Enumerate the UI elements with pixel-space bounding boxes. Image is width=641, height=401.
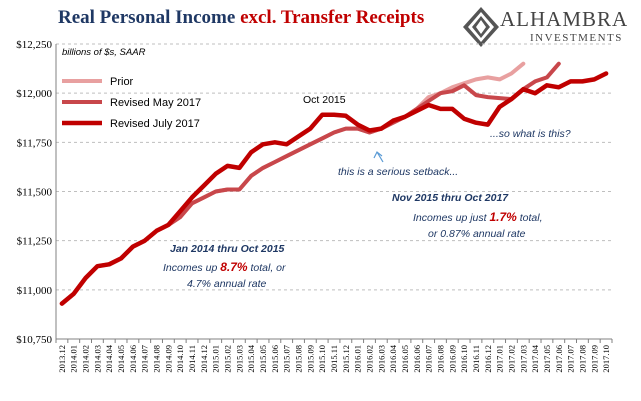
x-tick-label: 2017.05 — [542, 345, 552, 373]
units-label: billions of $s, SAAR — [62, 47, 146, 58]
x-tick-label: 2016.07 — [424, 345, 434, 373]
x-tick-label: 2015.10 — [317, 345, 327, 373]
x-tick-label: 2014.05 — [116, 345, 126, 373]
x-tick-label: 2017.09 — [589, 345, 599, 373]
title-part-1: Real Personal Income — [58, 7, 241, 28]
annotation-nov-line1: Incomes up just 1.7% total, — [413, 210, 543, 224]
x-tick-label: 2016.05 — [400, 345, 410, 373]
x-tick-label: 2016.06 — [412, 345, 422, 373]
annotation-jan-line2: 4.7% annual rate — [187, 278, 267, 290]
x-tick-label: 2016.02 — [364, 345, 374, 373]
y-tick-label: $12,250 — [16, 39, 52, 51]
x-tick-label: 2016.09 — [447, 345, 457, 373]
x-tick-label: 2015.06 — [270, 345, 280, 373]
annotation-setback: this is a serious setback... — [338, 166, 458, 178]
x-tick-label: 2016.08 — [435, 345, 445, 373]
x-tick-label: 2017.08 — [577, 345, 587, 373]
annotation-nov-title: Nov 2015 thru Oct 2017 — [392, 192, 509, 204]
alhambra-diamond-icon — [463, 7, 499, 47]
y-tick-label: $10,750 — [16, 334, 52, 346]
logo-name: ALHAMBRA — [500, 7, 629, 31]
x-tick-label: 2014.12 — [199, 345, 209, 373]
x-tick-label: 2017.03 — [518, 345, 528, 373]
x-tick-label: 2014.02 — [81, 345, 91, 373]
series-line-revised-july-2017 — [59, 71, 609, 306]
x-tick-label: 2014.07 — [140, 345, 150, 373]
x-tick-label: 2014.04 — [104, 344, 114, 372]
x-tick-label: 2017.04 — [530, 344, 540, 372]
annotation-nov-line2: or 0.87% annual rate — [428, 228, 526, 240]
x-tick-label: 2015.11 — [329, 345, 339, 372]
x-tick-label: 2014.01 — [69, 345, 79, 373]
annotation-oct-2015: Oct 2015 — [303, 94, 346, 106]
annotation-jan-line1: Incomes up 8.7% total, or — [163, 260, 286, 274]
grid-lines — [56, 43, 612, 291]
x-tick-label: 2015.01 — [211, 345, 221, 373]
x-tick-label: 2014.08 — [152, 345, 162, 373]
annotation-jan-title: Jan 2014 thru Oct 2015 — [170, 243, 285, 255]
x-tick-label: 2015.09 — [305, 345, 315, 373]
legend-label-revised-may: Revised May 2017 — [110, 97, 201, 109]
y-axis-labels: $10,750 $11,000 $11,250 $11,500 $11,750 $12,0… — [16, 39, 52, 346]
logo-sub: INVESTMENTS — [530, 32, 623, 44]
y-tick-label: $11,000 — [17, 285, 53, 297]
setback-arrow — [373, 151, 384, 163]
y-tick-label: $11,750 — [17, 137, 53, 149]
x-tick-label: 2014.11 — [187, 345, 197, 372]
x-tick-label: 2016.12 — [483, 345, 493, 373]
x-tick-label: 2015.04 — [246, 344, 256, 372]
axes — [55, 44, 613, 343]
x-tick-label: 2015.05 — [258, 345, 268, 373]
y-tick-label: $12,000 — [16, 88, 52, 100]
annotation-so-what: ...so what is this? — [490, 128, 571, 140]
title-part-2: excl. Transfer Receipts — [240, 7, 425, 28]
chart-title: Real Personal Income excl. Transfer Rece… — [58, 7, 424, 29]
x-tick-label: 2013.12 — [57, 345, 67, 373]
legend-label-revised-july: Revised July 2017 — [110, 118, 200, 130]
legend: Prior Revised May 2017 Revised July 2017 — [62, 76, 201, 130]
x-tick-label: 2017.10 — [601, 345, 611, 373]
x-tick-label: 2014.09 — [163, 345, 173, 373]
x-tick-label: 2015.08 — [294, 345, 304, 373]
alhambra-logo: ALHAMBRA INVESTMENTS — [460, 4, 640, 50]
y-tick-label: $11,250 — [17, 236, 53, 248]
x-tick-label: 2014.10 — [175, 345, 185, 373]
x-tick-label: 2016.10 — [459, 345, 469, 373]
x-tick-label: 2014.03 — [92, 345, 102, 373]
x-tick-label: 2015.12 — [341, 345, 351, 373]
x-tick-label: 2017.01 — [495, 345, 505, 373]
x-tick-label: 2017.06 — [554, 345, 564, 373]
series-lines — [59, 61, 609, 306]
legend-label-prior: Prior — [110, 76, 134, 88]
x-tick-label: 2016.04 — [388, 344, 398, 372]
x-tick-label: 2017.07 — [566, 345, 576, 373]
y-tick-label: $11,500 — [17, 187, 53, 199]
x-axis-labels: 2013.12 2014.01 2014.02 2014.03 2014.04 2014.… — [57, 344, 611, 372]
x-tick-label: 2016.03 — [376, 345, 386, 373]
x-tick-label: 2015.07 — [282, 345, 292, 373]
x-tick-label: 2016.11 — [471, 345, 481, 372]
x-tick-label: 2014.06 — [128, 345, 138, 373]
x-tick-label: 2015.03 — [234, 345, 244, 373]
x-tick-label: 2016.01 — [353, 345, 363, 373]
x-tick-label: 2017.02 — [506, 345, 516, 373]
x-tick-label: 2015.02 — [223, 345, 233, 373]
